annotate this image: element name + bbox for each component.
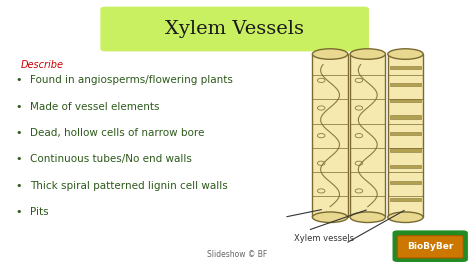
Ellipse shape — [350, 49, 385, 59]
Ellipse shape — [312, 212, 348, 222]
Bar — [388, 54, 423, 217]
Text: •: • — [16, 128, 22, 138]
Text: Dead, hollow cells of narrow bore: Dead, hollow cells of narrow bore — [30, 128, 204, 138]
Bar — [390, 148, 421, 152]
Text: Found in angiosperms/flowering plants: Found in angiosperms/flowering plants — [30, 75, 233, 85]
Bar — [390, 115, 421, 119]
Text: Thick spiral patterned lignin cell walls: Thick spiral patterned lignin cell walls — [30, 181, 228, 191]
Bar — [390, 181, 421, 184]
Text: •: • — [16, 181, 22, 191]
FancyBboxPatch shape — [392, 230, 468, 262]
Bar — [390, 198, 421, 201]
Bar — [390, 99, 421, 102]
FancyBboxPatch shape — [397, 236, 463, 258]
Text: Describe: Describe — [20, 60, 63, 70]
Text: Xylem Vessels: Xylem Vessels — [165, 20, 304, 38]
Text: Pits: Pits — [30, 207, 48, 217]
Ellipse shape — [388, 212, 423, 222]
Text: BioByBer: BioByBer — [407, 242, 454, 251]
Bar — [390, 82, 421, 86]
Text: Continuous tubes/No end walls: Continuous tubes/No end walls — [30, 154, 191, 164]
Text: Slideshow © BF: Slideshow © BF — [207, 250, 267, 259]
Bar — [350, 54, 385, 217]
Bar — [390, 132, 421, 135]
Text: •: • — [16, 207, 22, 217]
Ellipse shape — [312, 49, 348, 59]
Bar — [390, 66, 421, 69]
Text: •: • — [16, 154, 22, 164]
Bar — [390, 165, 421, 168]
Text: •: • — [16, 75, 22, 85]
FancyBboxPatch shape — [100, 7, 369, 51]
Bar — [312, 54, 348, 217]
Text: •: • — [16, 102, 22, 112]
Text: Xylem vessels: Xylem vessels — [293, 234, 354, 243]
Text: Made of vessel elements: Made of vessel elements — [30, 102, 159, 112]
Ellipse shape — [388, 49, 423, 59]
Ellipse shape — [350, 212, 385, 222]
